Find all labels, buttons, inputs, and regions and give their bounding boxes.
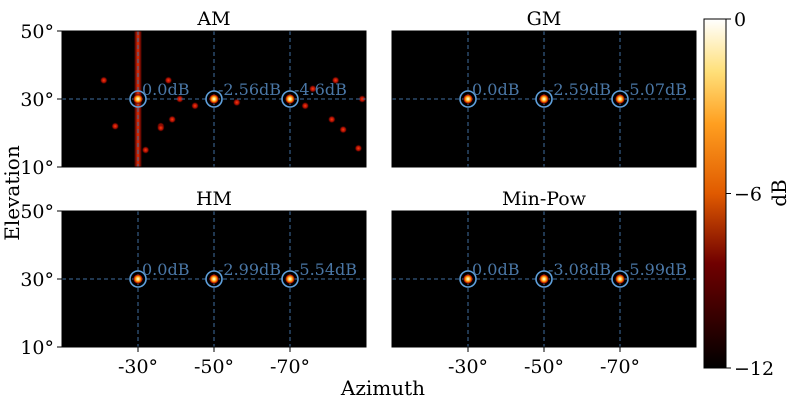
x-tick-label: -70° <box>600 356 640 378</box>
y-axis-label: Elevation <box>0 145 24 241</box>
source-power-label: -3.08dB <box>548 260 611 279</box>
panel-am: 0.0dB -2.56dB -4.6dB AM 50° 30° 10° <box>20 8 367 179</box>
source-power-label: -5.99dB <box>624 260 687 279</box>
spurious-peak <box>156 123 165 132</box>
source-power-label: -2.56dB <box>218 80 281 99</box>
colorbar-tick-label: 0 <box>734 9 746 31</box>
colorbar-label: dB <box>767 179 791 207</box>
y-tick-label: 10° <box>20 157 54 179</box>
source-marker-circle <box>281 90 299 108</box>
spurious-peak <box>191 101 199 110</box>
source-power-label: 0.0dB <box>142 80 189 99</box>
source-peak <box>285 274 295 284</box>
source-peak <box>615 274 625 284</box>
source-power-label: 0.0dB <box>472 80 519 99</box>
spurious-peak <box>331 76 340 85</box>
source-power-label: -5.07dB <box>624 80 687 99</box>
source-marker-circle <box>535 270 553 288</box>
x-axis-label: Azimuth <box>340 376 425 400</box>
source-marker-circle <box>129 270 147 288</box>
colorbar-tick-label: −12 <box>734 358 774 380</box>
spurious-peak <box>164 76 173 85</box>
spurious-peak <box>141 146 150 154</box>
spurious-peak <box>327 115 336 124</box>
axis-labels: Azimuth Elevation dB <box>0 145 791 400</box>
source-marker-circle <box>205 270 223 288</box>
heatmap-panels: 0.0dB -2.56dB -4.6dB AM 50° 30° 10° 0.0dB -2.59d… <box>20 8 697 378</box>
source-power-label: -4.6dB <box>294 80 347 99</box>
source-peak <box>539 94 549 104</box>
spurious-peak <box>354 144 363 153</box>
spurious-peak <box>339 125 348 134</box>
source-peak <box>209 94 219 104</box>
panel-gm: 0.0dB -2.59dB -5.07dB GM <box>391 8 697 168</box>
x-tick-label: -50° <box>194 356 234 378</box>
y-tick-label: 10° <box>20 337 54 359</box>
source-marker-circle <box>205 90 223 108</box>
source-marker-circle <box>459 90 477 108</box>
x-tick-label: -70° <box>270 356 310 378</box>
spurious-peak <box>301 101 310 110</box>
source-marker-circle <box>611 270 629 288</box>
panel-min-pow: 0.0dB -3.08dB -5.99dB Min-Pow -30° -50° -70° <box>391 188 697 378</box>
source-peak <box>285 94 295 104</box>
y-tick-label: 50° <box>20 201 54 223</box>
y-tick-label: 50° <box>20 21 54 43</box>
colorbar: 0 −6 −12 <box>703 9 774 380</box>
source-marker-circle <box>129 90 147 108</box>
spurious-peak <box>358 95 367 103</box>
source-power-label: -2.99dB <box>218 260 281 279</box>
source-peak <box>539 274 549 284</box>
source-peak <box>133 94 143 104</box>
spurious-peak <box>99 76 108 85</box>
source-peak <box>209 274 219 284</box>
spurious-peak <box>308 84 317 93</box>
source-power-label: -5.54dB <box>294 260 357 279</box>
x-tick-label: -30° <box>448 356 488 378</box>
source-peak <box>133 274 143 284</box>
source-peak <box>615 94 625 104</box>
source-marker-circle <box>459 270 477 288</box>
source-marker-circle <box>535 90 553 108</box>
spurious-peak <box>168 115 177 124</box>
panel-title: GM <box>527 8 562 30</box>
panel-frame <box>391 30 697 168</box>
y-tick-label: 30° <box>20 269 54 291</box>
spurious-peak <box>232 98 241 107</box>
source-peak <box>463 94 473 104</box>
panel-title: HM <box>196 188 232 210</box>
panel-hm: 0.0dB -2.99dB -5.54dB HM 50° 30° 10° -30° -50° -7… <box>20 188 367 378</box>
x-tick-label: -50° <box>524 356 564 378</box>
y-tick-label: 30° <box>20 89 54 111</box>
colorbar-gradient <box>703 18 727 369</box>
spurious-peak <box>111 122 120 131</box>
source-power-label: -2.59dB <box>548 80 611 99</box>
source-peak <box>463 274 473 284</box>
panel-title: AM <box>196 8 230 30</box>
panel-title: Min-Pow <box>502 188 587 210</box>
source-power-label: 0.0dB <box>472 260 519 279</box>
x-tick-label: -30° <box>118 356 158 378</box>
colorbar-tick-label: −6 <box>734 184 762 206</box>
source-marker-circle <box>611 90 629 108</box>
spurious-peak <box>175 95 184 103</box>
source-marker-circle <box>281 270 299 288</box>
source-power-label: 0.0dB <box>142 260 189 279</box>
